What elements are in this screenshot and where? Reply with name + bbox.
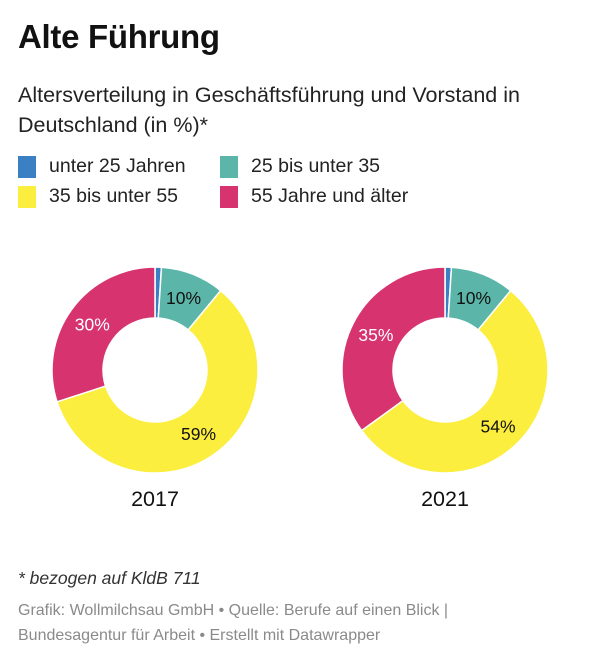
legend-swatch — [18, 155, 36, 178]
slice-label-55-plus: 35% — [358, 325, 393, 345]
source-credit: Grafik: Wollmilchsau GmbH • Quelle: Beru… — [18, 598, 588, 648]
slice-label-25-35: 10% — [166, 288, 201, 308]
legend-swatch — [220, 185, 238, 208]
slice-label-55-plus: 30% — [75, 314, 110, 334]
slice-label-35-55: 54% — [481, 416, 516, 436]
legend-swatch — [220, 155, 238, 178]
slice-label-35-55: 59% — [181, 424, 216, 444]
source-line: Grafik: Wollmilchsau GmbH • Quelle: Beru… — [18, 602, 449, 619]
legend-label: unter 25 Jahren — [49, 155, 186, 177]
chart-year-label: 2017 — [131, 487, 179, 511]
chart-year-label: 2021 — [421, 487, 469, 511]
donut-chart-2017: 10% 59% 30% 2017 — [40, 255, 270, 515]
slice-35-55 — [56, 289, 259, 474]
footnote: * bezogen auf KldB 711 — [18, 568, 201, 588]
source-line: Bundesagentur für Arbeit • Erstellt mit … — [18, 627, 381, 644]
donut-svg: 10% 59% 30% — [51, 266, 259, 474]
slice-55-plus — [51, 266, 156, 403]
donut-chart-2021: 10% 54% 35% 2021 — [330, 255, 560, 515]
legend-label: 35 bis unter 55 — [49, 185, 179, 207]
slice-55-plus — [341, 266, 446, 432]
slice-35-55 — [360, 289, 549, 474]
slice-label-25-35: 10% — [456, 288, 491, 308]
legend-item-25-35: 25 bis unter 35 — [220, 155, 380, 178]
legend-item-under-25: unter 25 Jahren — [18, 155, 186, 178]
chart-subtitle: Altersverteilung in Geschäftsführung und… — [18, 83, 520, 137]
legend-label: 25 bis unter 35 — [251, 155, 381, 177]
legend-label: 55 Jahre und älter — [251, 185, 409, 207]
donut-svg: 10% 54% 35% — [341, 266, 549, 474]
legend-item-35-55: 35 bis unter 55 — [18, 185, 178, 208]
chart-title: Alte Führung — [18, 18, 220, 55]
legend-item-55-plus: 55 Jahre und älter — [220, 185, 408, 208]
legend-swatch — [18, 185, 36, 208]
